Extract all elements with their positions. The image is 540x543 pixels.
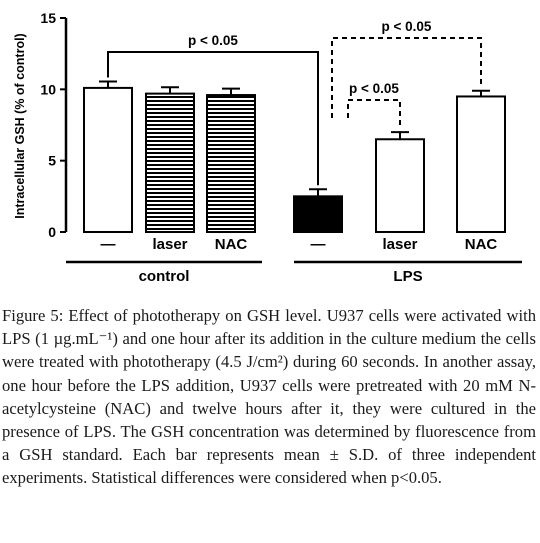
caption-text: Effect of phototherapy on GSH level. U93… xyxy=(2,306,536,488)
significance-bracket xyxy=(107,51,319,186)
category-label: NAC xyxy=(465,236,498,253)
bar xyxy=(145,92,195,234)
category-label: laser xyxy=(152,236,187,253)
significance-label: p < 0.05 xyxy=(382,19,432,34)
group-label: LPS xyxy=(393,268,422,285)
significance-bracket xyxy=(331,37,482,118)
bar xyxy=(206,94,256,234)
gsh-bar-chart: Intracellular GSH (% of control) 051015 … xyxy=(13,10,522,285)
caption-label: Figure 5: xyxy=(2,306,64,325)
significance-bracket xyxy=(347,99,401,129)
bar xyxy=(375,138,425,233)
bars xyxy=(83,80,506,234)
y-tick-label: 5 xyxy=(48,153,56,169)
y-tick-label: 0 xyxy=(48,224,56,240)
category-label: — xyxy=(311,236,326,253)
bar xyxy=(293,195,343,233)
y-tick-label: 10 xyxy=(40,81,56,97)
group-labels: control LPS xyxy=(66,260,522,285)
significance-label: p < 0.05 xyxy=(188,33,238,48)
y-axis-title: Intracellular GSH (% of control) xyxy=(13,33,27,218)
significance-label: p < 0.05 xyxy=(349,81,399,96)
category-label: — xyxy=(101,236,116,253)
figure-caption: Figure 5: Effect of phototherapy on GSH … xyxy=(2,304,536,490)
bar xyxy=(456,95,506,234)
group-label: control xyxy=(139,268,190,285)
bar xyxy=(83,86,133,234)
category-label: laser xyxy=(382,236,417,253)
category-labels: — laser NAC — laser NAC xyxy=(101,236,498,253)
y-tick-label: 15 xyxy=(40,10,56,26)
y-axis-ticks: 0 5 10 15 xyxy=(40,10,66,240)
category-label: NAC xyxy=(215,236,248,253)
significance-brackets: p < 0.05 p < 0.05 p < 0.05 xyxy=(107,19,482,186)
